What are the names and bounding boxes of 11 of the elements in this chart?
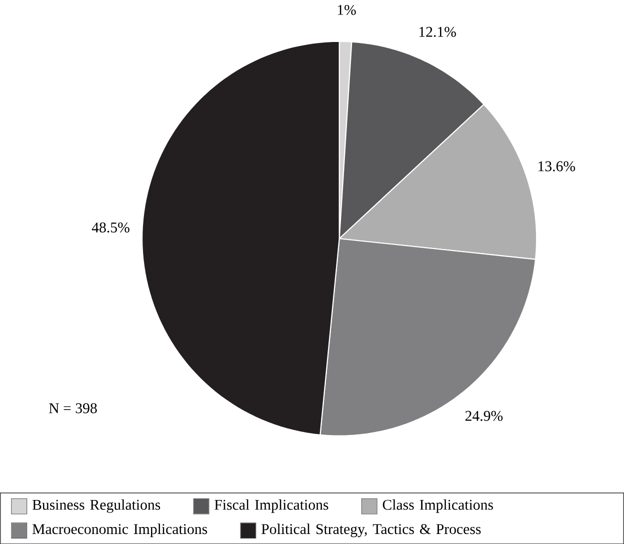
- text: N = 398: [49, 403, 97, 414]
- data-label: 12.1%: [419, 26, 456, 37]
- data-label: 1%: [338, 4, 356, 15]
- legend-label: Business Regulations: [32, 499, 160, 513]
- legend-label: Macroeconomic Implications: [32, 524, 208, 537]
- data-label: 13.6%: [538, 161, 576, 172]
- legend-label: Political Strategy, Tactics & Process: [262, 524, 481, 537]
- data-label: 48.5%: [92, 222, 130, 232]
- legend-label: Fiscal Implications: [214, 499, 328, 513]
- legend-label: Class Implications: [382, 499, 493, 513]
- data-label: 24.9%: [465, 410, 503, 421]
